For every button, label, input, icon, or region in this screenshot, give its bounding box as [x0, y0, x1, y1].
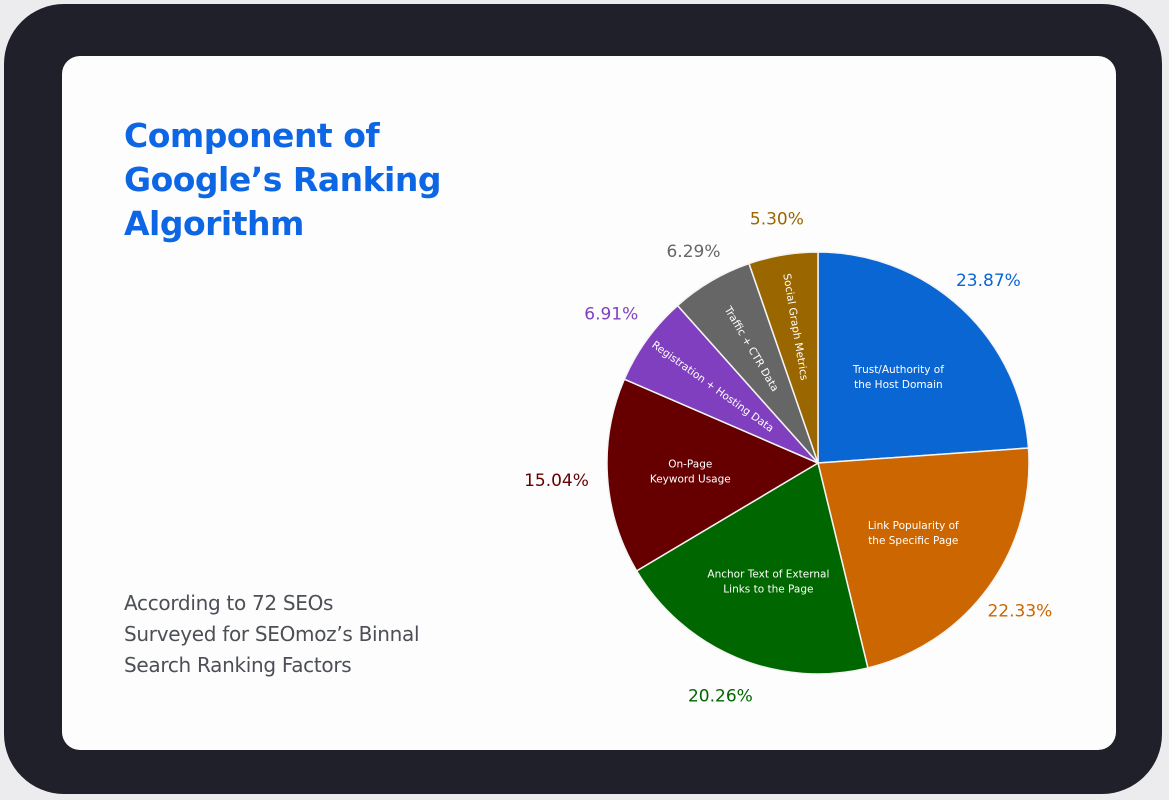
- value-label-2: 22.33%: [987, 601, 1052, 621]
- value-label-3: 20.26%: [688, 686, 753, 706]
- slice-label-3: Anchor Text of External Links to the Page: [707, 569, 829, 596]
- value-label-7: 5.30%: [750, 209, 804, 229]
- page-title: Component of Google’s Ranking Algorithm: [124, 114, 484, 246]
- slice-label-line: the Host Domain: [854, 379, 943, 391]
- slice-label-line: Anchor Text of External: [707, 569, 829, 581]
- slice-label-line: the Specific Page: [868, 535, 958, 547]
- slice-label-line: On-Page: [668, 459, 712, 471]
- pie-slice-7: [748, 251, 819, 464]
- slice-label-line: Links to the Page: [723, 584, 813, 596]
- pie-slice-2: [817, 447, 1030, 669]
- slice-label-line: Trust/Authority of: [852, 364, 944, 376]
- slice-label-line: Link Popularity of: [868, 520, 959, 532]
- slice-label-1: Trust/Authority of the Host Domain: [852, 364, 944, 391]
- slide-screen: Component of Google’s Ranking Algorithm …: [62, 56, 1116, 750]
- slice-label-4: On-Page Keyword Usage: [650, 459, 731, 486]
- slice-label-2: Link Popularity of the Specific Page: [868, 520, 959, 547]
- title-line-3: Algorithm: [124, 204, 304, 243]
- value-label-4: 15.04%: [524, 471, 589, 491]
- pie-slice-4: [606, 378, 820, 572]
- caption-line-1: According to 72 SEOs: [124, 591, 334, 615]
- title-line-1: Component of: [124, 116, 380, 155]
- title-line-2: Google’s Ranking: [124, 160, 441, 199]
- value-label-5: 6.91%: [584, 305, 638, 325]
- pie-slice-1: [817, 251, 1030, 464]
- slice-label-line: Keyword Usage: [650, 474, 731, 486]
- tablet-frame: Component of Google’s Ranking Algorithm …: [4, 4, 1162, 794]
- value-label-6: 6.29%: [666, 242, 720, 262]
- source-caption: According to 72 SEOs Surveyed for SEOmoz…: [124, 588, 504, 681]
- value-label-1: 23.87%: [956, 271, 1021, 291]
- pie-slice-3: [635, 461, 869, 675]
- caption-line-2: Surveyed for SEOmoz’s Binnal: [124, 622, 420, 646]
- pie-chart: Trust/Authority of the Host Domain 23.87% L…: [524, 209, 1052, 706]
- caption-line-3: Search Ranking Factors: [124, 653, 352, 677]
